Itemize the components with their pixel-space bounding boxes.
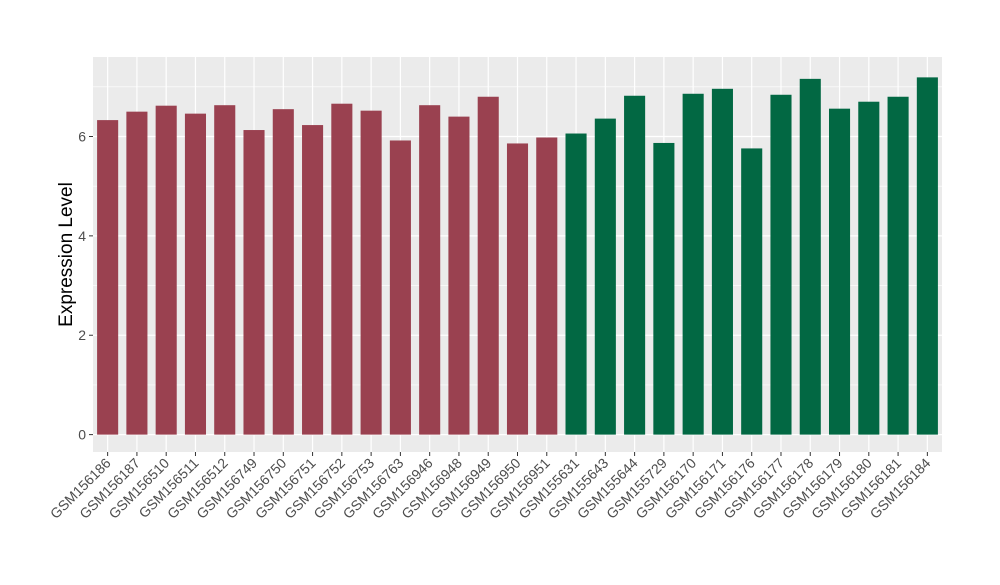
bar-GSM155643 <box>594 118 616 435</box>
bar-GSM156946 <box>419 105 441 435</box>
bar-GSM156511 <box>184 113 207 435</box>
bar-GSM156950 <box>506 143 529 435</box>
bars <box>97 77 938 435</box>
bar-GSM156751 <box>302 125 324 435</box>
bar-GSM156510 <box>155 105 177 435</box>
bar-GSM156948 <box>448 116 470 435</box>
bar-GSM155729 <box>653 142 675 435</box>
bar-GSM156181 <box>887 96 909 435</box>
x-axis: GSM156186GSM156187GSM156510GSM156511GSM1… <box>47 452 934 522</box>
bar-GSM156512 <box>214 105 236 435</box>
bar-GSM156750 <box>272 109 294 435</box>
bar-GSM156763 <box>389 140 411 435</box>
bar-GSM156753 <box>360 110 382 435</box>
y-tick-label: 6 <box>78 128 86 144</box>
y-axis-title: Expression Level <box>56 182 77 327</box>
bar-GSM156949 <box>477 96 499 435</box>
bar-GSM156184 <box>916 77 938 435</box>
bar-GSM156186 <box>97 120 119 435</box>
y-tick-label: 4 <box>78 228 86 244</box>
y-axis: 0 2 4 6 <box>78 128 93 443</box>
bar-GSM156170 <box>682 93 704 435</box>
bar-GSM156752 <box>331 103 353 435</box>
bar-GSM156951 <box>536 137 558 435</box>
bar-GSM155631 <box>565 133 587 435</box>
bar-GSM156171 <box>711 88 733 435</box>
y-tick-label: 0 <box>78 427 86 443</box>
bar-GSM156180 <box>858 101 880 435</box>
bar-GSM155644 <box>624 95 646 435</box>
bar-GSM156177 <box>770 94 792 435</box>
bar-GSM156187 <box>126 111 148 435</box>
bar-GSM156176 <box>741 148 763 435</box>
bar-GSM156749 <box>243 130 265 435</box>
bar-GSM156179 <box>828 108 851 435</box>
y-tick-label: 2 <box>78 327 86 343</box>
bar-GSM156178 <box>799 78 821 435</box>
